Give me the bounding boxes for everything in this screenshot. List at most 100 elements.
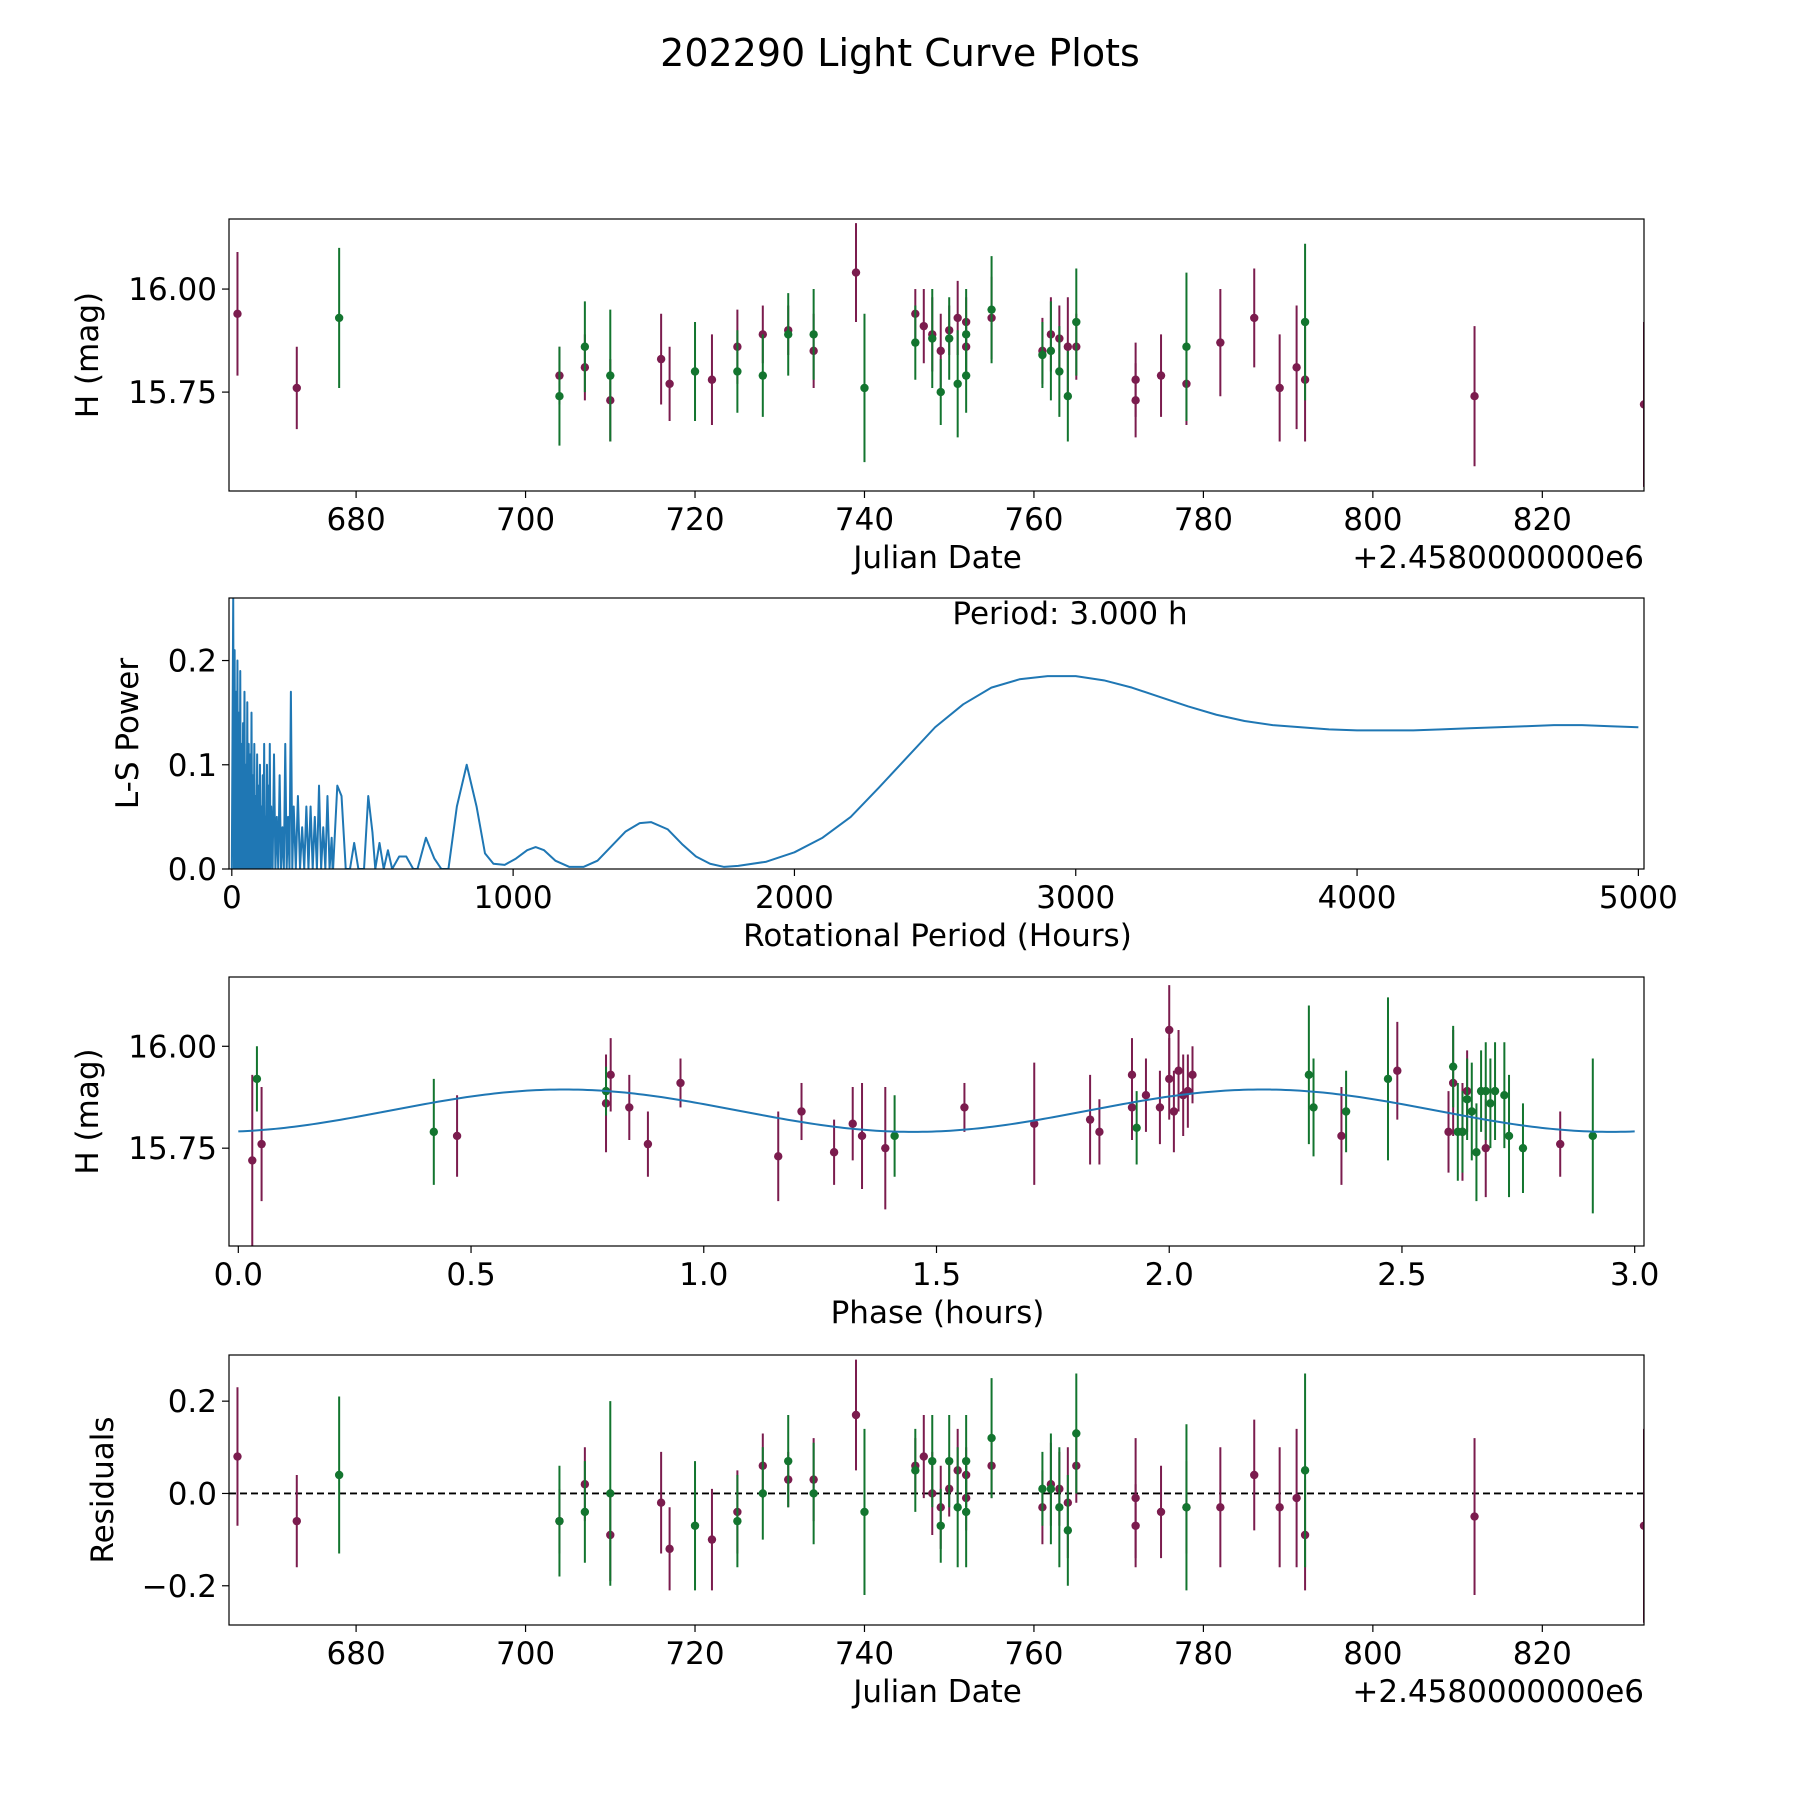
lightcurve-point bbox=[292, 383, 301, 393]
phasefold-point bbox=[1095, 1127, 1104, 1137]
lightcurve-point bbox=[1292, 363, 1301, 372]
lightcurve-point bbox=[936, 387, 945, 397]
phasefold-xlabel: Phase (hours) bbox=[831, 1295, 1045, 1331]
phasefold-point bbox=[1500, 1090, 1509, 1100]
lightcurve-point bbox=[707, 375, 717, 384]
lightcurve-xtick-label: 720 bbox=[665, 502, 724, 538]
phasefold-point bbox=[252, 1074, 262, 1084]
phasefold-point bbox=[774, 1152, 783, 1161]
residuals-point bbox=[606, 1489, 615, 1498]
phasefold-point bbox=[257, 1139, 266, 1149]
phasefold-xtick-label: 2.0 bbox=[1145, 1257, 1194, 1293]
residuals-frame bbox=[228, 1354, 1645, 1626]
phasefold-point bbox=[1169, 1107, 1179, 1116]
lightcurve-point bbox=[1131, 396, 1140, 405]
residuals-point bbox=[233, 1452, 242, 1461]
residuals-point bbox=[1216, 1503, 1225, 1512]
phasefold-point bbox=[1490, 1086, 1500, 1096]
lightcurve-point bbox=[690, 367, 700, 376]
periodogram-frame bbox=[228, 597, 1645, 870]
lightcurve-data bbox=[233, 223, 1644, 487]
periodogram-xlabel: Rotational Period (Hours) bbox=[743, 918, 1132, 954]
residuals-point bbox=[1063, 1526, 1073, 1535]
lightcurve-point bbox=[1055, 367, 1064, 376]
periodogram-panel: 0 1000 2000 3000 4000 5000 0.0 0.1 0.2 Rotational… bbox=[110, 596, 1678, 954]
residuals-point bbox=[665, 1544, 674, 1554]
periodogram-data bbox=[230, 598, 1639, 869]
phasefold-point bbox=[1462, 1095, 1472, 1104]
residuals-point bbox=[292, 1516, 301, 1526]
residuals-point bbox=[961, 1507, 971, 1517]
lightcurve-offset-label: +2.4580000000e6 bbox=[1352, 540, 1644, 576]
residuals-point bbox=[758, 1489, 768, 1498]
phasefold-point bbox=[1588, 1131, 1597, 1141]
lightcurve-xtick-label: 760 bbox=[1004, 502, 1063, 538]
residuals-ylabel: Residuals bbox=[85, 1416, 121, 1563]
lightcurve-point bbox=[961, 330, 971, 339]
residuals-point bbox=[1275, 1503, 1284, 1512]
lightcurve-frame bbox=[228, 218, 1645, 492]
phasefold-point bbox=[676, 1078, 685, 1088]
periodogram-xtick-label: 3000 bbox=[1036, 880, 1115, 916]
lightcurve-point bbox=[334, 313, 344, 323]
residuals-ytick-label: 0.0 bbox=[168, 1476, 217, 1512]
residuals-point bbox=[945, 1456, 954, 1466]
phasefold-xtick-label: 2.5 bbox=[1377, 1257, 1426, 1293]
lightcurve-point bbox=[911, 338, 920, 347]
phasefold-point bbox=[1556, 1139, 1565, 1149]
residuals-panel: 680 700 720 740 760 780 800 820 −0.2 0.0 0.2 Julian… bbox=[85, 1354, 1645, 1710]
phasefold-point bbox=[1165, 1074, 1174, 1084]
lightcurve-point bbox=[936, 346, 945, 356]
lightcurve-xlabel: Julian Date bbox=[851, 540, 1022, 576]
lightcurve-point bbox=[580, 342, 590, 351]
periodogram-ytick-label: 0.0 bbox=[168, 852, 217, 888]
phasefold-data bbox=[248, 985, 1597, 1246]
residuals-xtick-label: 760 bbox=[1004, 1636, 1063, 1672]
residuals-xtick-label: 680 bbox=[327, 1636, 386, 1672]
phasefold-point bbox=[829, 1148, 839, 1157]
phasefold-point bbox=[797, 1107, 806, 1116]
phasefold-panel: 0.0 0.5 1.0 1.5 2.0 2.5 3.0 15.75 16.00 Phase (ho… bbox=[70, 976, 1659, 1331]
lightcurve-point bbox=[1470, 392, 1479, 401]
residuals-point bbox=[1182, 1503, 1191, 1512]
lightcurve-point bbox=[1182, 342, 1191, 351]
phasefold-point bbox=[1467, 1107, 1476, 1116]
residuals-point bbox=[690, 1521, 700, 1530]
lightcurve-xtick-label: 820 bbox=[1513, 502, 1572, 538]
residuals-point bbox=[1038, 1484, 1047, 1494]
phasefold-point bbox=[1481, 1086, 1490, 1096]
phasefold-point bbox=[1383, 1074, 1393, 1084]
phasefold-point bbox=[452, 1131, 462, 1141]
lightcurve-xtick-label: 740 bbox=[835, 502, 894, 538]
residuals-xtick-label: 700 bbox=[496, 1636, 555, 1672]
lightcurve-point bbox=[665, 379, 674, 389]
residuals-point bbox=[911, 1466, 920, 1475]
phasefold-point bbox=[1341, 1107, 1351, 1116]
lightcurve-point bbox=[1046, 346, 1056, 356]
residuals-point bbox=[1055, 1503, 1064, 1512]
phasefold-xtick-label: 1.0 bbox=[679, 1257, 728, 1293]
residuals-xtick-label: 740 bbox=[835, 1636, 894, 1672]
phasefold-point bbox=[1188, 1070, 1197, 1080]
phasefold-point bbox=[606, 1070, 615, 1080]
phasefold-point bbox=[1458, 1127, 1467, 1137]
periodogram-ytick-label: 0.2 bbox=[168, 644, 217, 680]
phasefold-point bbox=[960, 1103, 969, 1112]
phasefold-point bbox=[1174, 1066, 1183, 1075]
phasefold-point bbox=[1504, 1131, 1514, 1141]
phasefold-point bbox=[848, 1119, 857, 1128]
phasefold-xtick-label: 0.5 bbox=[446, 1257, 495, 1293]
lightcurve-point bbox=[1063, 342, 1073, 351]
phasefold-point bbox=[1518, 1143, 1528, 1153]
lightcurve-point bbox=[953, 313, 962, 323]
lightcurve-point bbox=[1038, 350, 1047, 360]
phasefold-ylabel: H (mag) bbox=[70, 1048, 106, 1174]
residuals-point bbox=[953, 1503, 962, 1512]
phasefold-point bbox=[1444, 1127, 1453, 1137]
residuals-xtick-label: 720 bbox=[665, 1636, 724, 1672]
lightcurve-xtick-label: 780 bbox=[1174, 502, 1233, 538]
phasefold-point bbox=[1448, 1062, 1458, 1071]
residuals-point bbox=[936, 1521, 945, 1530]
phasefold-point bbox=[857, 1131, 867, 1141]
